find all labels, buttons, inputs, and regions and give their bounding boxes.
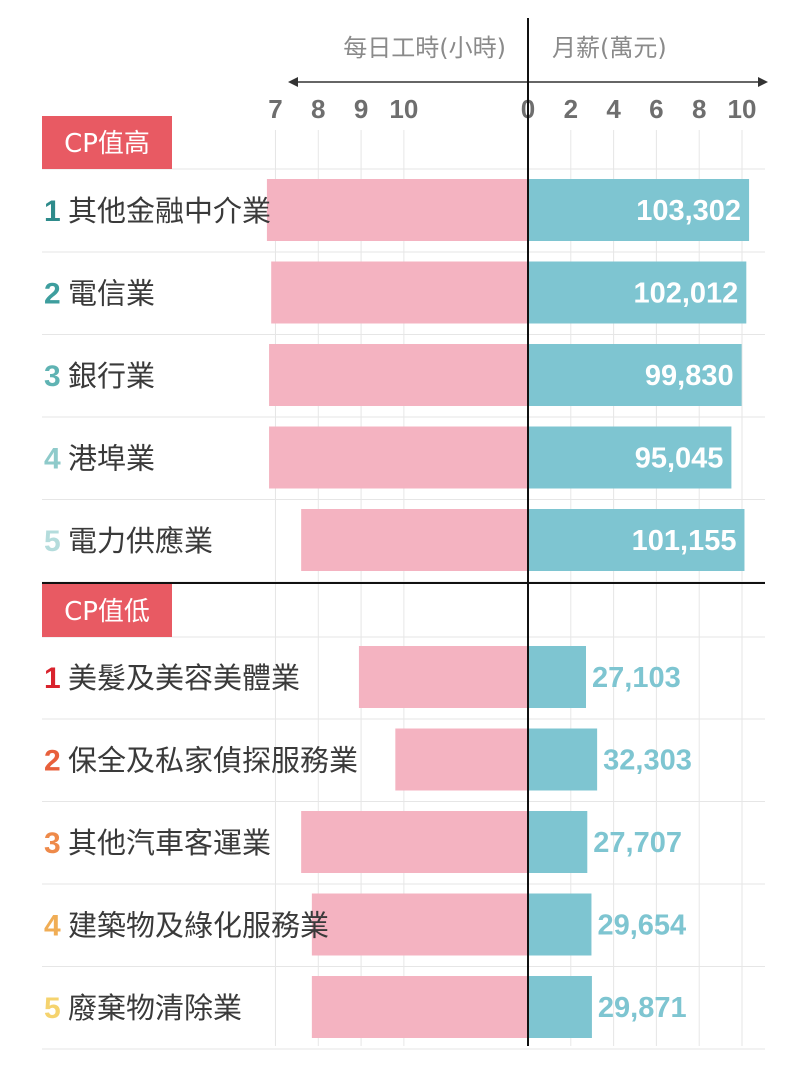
hours-bar [311,893,528,956]
rank-number: 1 [44,662,61,695]
salary-value-label: 27,707 [593,827,682,859]
hours-bar [301,509,528,571]
industry-label: 銀行業 [68,359,155,393]
section-label: CP值高 [64,129,150,159]
salary-value-label: 103,302 [636,195,741,227]
salary-value-label: 95,045 [635,443,724,475]
hours-bar [301,811,528,873]
rank-number: 4 [44,443,61,476]
salary-bar [528,811,588,873]
hours-tick-label: 7 [268,94,282,124]
rank-number: 3 [44,827,61,860]
salary-value-label: 29,654 [597,910,686,942]
row-dividers [42,168,765,1050]
salary-bar [528,426,732,489]
hours-axis-label: 每日工時(小時) [343,34,506,62]
rank-number: 5 [44,992,61,1025]
industry-label: 其他汽車客運業 [68,826,271,860]
rank-number: 3 [44,360,61,393]
salary-value-label: 29,871 [598,992,687,1024]
salary-value-label: 102,012 [633,278,738,310]
salary-value-label: 101,155 [632,525,737,557]
section-label: CP值低 [64,597,150,627]
salary-bar [528,179,750,241]
salary-tick-label: 6 [649,94,663,124]
salary-value-label: 32,303 [603,745,692,777]
salary-tick-label: 4 [606,94,621,124]
hours-bar [269,344,528,406]
industry-label: 其他金融中介業 [68,194,271,228]
hours-bar [266,179,528,241]
axis-header: 每日工時(小時) 月薪(萬元) [288,34,768,87]
hours-bar [271,261,528,324]
salary-tick-label: 2 [564,94,578,124]
salary-bar [528,261,747,324]
industry-label: 美髮及美容美體業 [68,661,300,695]
salary-bar [528,509,745,571]
industry-label: 建築物及綠化服務業 [68,909,329,943]
hours-bar [269,426,528,489]
right-arrow-icon [758,77,768,87]
rank-number: 2 [44,278,61,311]
left-arrow-icon [288,77,298,87]
axis-ticks: 109870246810 [268,94,756,124]
rank-number: 4 [44,910,61,943]
hours-bar [358,646,528,708]
hours-bar [311,976,528,1038]
section-label-badge [42,584,172,637]
salary-bar [528,976,592,1038]
hours-tick-label: 9 [354,94,368,124]
salary-bar [528,646,587,708]
salary-value-label: 27,103 [592,662,681,694]
section-label-badge [42,116,172,169]
rank-number: 5 [44,525,61,558]
salary-bar [528,344,742,406]
salary-tick-label: 10 [728,94,757,124]
salary-bar [528,728,598,791]
salary-bar [528,893,592,956]
industry-label: 港埠業 [68,442,155,476]
salary-value-label: 99,830 [645,360,734,392]
rank-number: 2 [44,745,61,778]
hours-tick-label: 8 [311,94,325,124]
industry-label: 廢棄物清除業 [68,991,242,1025]
industry-label: 電力供應業 [68,524,213,558]
hours-tick-label: 10 [389,94,418,124]
salary-axis-label: 月薪(萬元) [552,34,667,62]
hours-bar [395,728,528,791]
rank-number: 1 [44,195,61,228]
industry-label: 保全及私家偵探服務業 [68,744,358,778]
salary-tick-label: 8 [692,94,706,124]
industry-label: 電信業 [68,277,155,311]
